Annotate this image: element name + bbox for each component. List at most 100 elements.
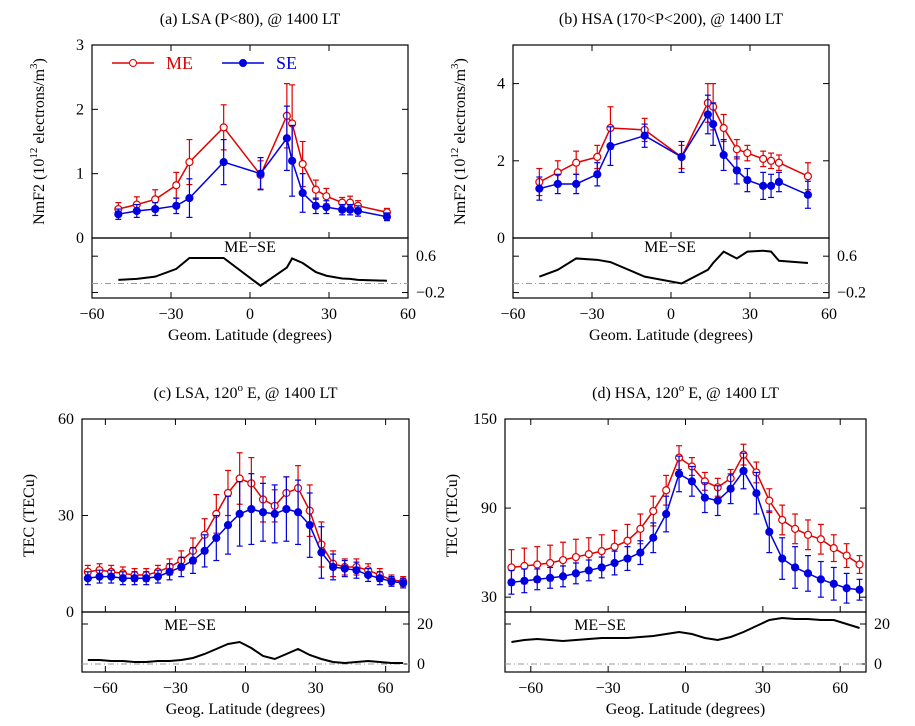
marker — [597, 547, 606, 556]
difference-line — [87, 640, 404, 665]
marker — [114, 210, 123, 219]
marker — [662, 509, 671, 519]
series-line — [87, 477, 404, 583]
x-tick-label: 60 — [400, 306, 416, 323]
marker — [288, 156, 297, 165]
superscript: 12 — [28, 148, 40, 159]
marker — [151, 204, 160, 214]
text-part: ) — [31, 58, 48, 63]
marker — [584, 566, 593, 575]
marker — [584, 549, 593, 559]
marker — [338, 205, 347, 214]
marker — [732, 145, 741, 154]
marker — [235, 474, 244, 483]
marker — [352, 566, 361, 575]
marker — [766, 156, 776, 165]
marker — [165, 567, 174, 576]
marker — [674, 469, 684, 479]
marker — [546, 558, 555, 568]
marker — [743, 148, 752, 158]
marker — [593, 170, 602, 179]
y-tick-label: 60 — [58, 411, 74, 428]
marker — [571, 552, 581, 562]
inset-label: ME−SE — [644, 239, 696, 256]
marker — [842, 551, 851, 560]
marker — [743, 176, 752, 185]
marker — [803, 190, 813, 199]
marker — [606, 142, 615, 151]
series-line — [511, 469, 860, 591]
marker — [298, 159, 307, 169]
x-tick-label: −30 — [163, 680, 188, 697]
inset-y-tick-label: 0 — [874, 656, 882, 673]
series-line — [118, 136, 388, 218]
x-tick-label: 0 — [667, 306, 675, 323]
marker — [130, 574, 139, 583]
superscript: o — [237, 382, 243, 394]
marker — [816, 535, 825, 544]
marker — [803, 172, 813, 181]
marker — [765, 496, 774, 505]
text-part: E, @ 1400 LT — [243, 385, 338, 402]
marker — [223, 488, 233, 498]
marker — [382, 212, 392, 221]
marker — [636, 524, 645, 533]
x-tick-label: −60 — [518, 680, 543, 697]
marker — [842, 584, 851, 593]
inset-y-tick-label: 0 — [417, 656, 425, 673]
superscript: o — [679, 382, 685, 394]
series-line — [511, 453, 860, 569]
y-tick-label: 90 — [481, 500, 497, 517]
x-tick-label: −30 — [158, 306, 183, 323]
marker — [270, 509, 279, 518]
marker — [816, 575, 825, 584]
x-tick-label: 30 — [742, 306, 758, 323]
marker — [649, 533, 658, 542]
superscript: 3 — [28, 63, 40, 69]
marker — [593, 152, 602, 162]
text-part: NmF2 (10 — [452, 159, 469, 225]
legend-marker — [129, 59, 137, 67]
y-axis-label: TEC (TECu) — [21, 474, 38, 557]
marker — [546, 573, 555, 582]
marker — [219, 123, 228, 132]
marker — [719, 150, 728, 160]
y-tick-label: 2 — [76, 101, 84, 118]
marker — [142, 574, 151, 583]
x-axis-label: Geog. Latitude (degrees) — [166, 701, 325, 718]
marker — [188, 556, 198, 565]
marker — [829, 579, 838, 588]
y-tick-label: 0 — [66, 604, 74, 621]
x-tick-label: 30 — [321, 306, 337, 323]
marker — [118, 574, 127, 583]
y-tick-label: 0 — [76, 230, 84, 247]
superscript: 12 — [449, 148, 461, 159]
series-line — [87, 508, 404, 584]
marker — [558, 572, 568, 581]
marker — [662, 486, 671, 495]
inset-frame — [504, 611, 867, 673]
x-tick-label: −30 — [596, 680, 621, 697]
marker — [610, 558, 619, 568]
marker — [328, 562, 338, 572]
marker — [185, 157, 194, 167]
text-part: electrons/m — [452, 68, 469, 147]
marker — [533, 560, 542, 569]
marker — [726, 484, 735, 493]
marker — [340, 564, 349, 573]
marker — [778, 554, 787, 563]
marker — [235, 509, 244, 518]
marker — [719, 123, 728, 133]
inset-label: ME−SE — [164, 617, 216, 634]
y-tick-label: 30 — [481, 589, 497, 606]
marker — [293, 508, 303, 517]
x-tick-label: 0 — [246, 306, 254, 323]
marker — [558, 555, 568, 565]
marker — [95, 572, 104, 581]
legend-label: SE — [276, 53, 297, 73]
marker — [507, 578, 516, 587]
legend-label: ME — [166, 53, 193, 73]
marker — [778, 515, 787, 525]
y-axis-label: NmF2 (1012 electrons/m3) — [449, 58, 469, 225]
marker — [247, 504, 256, 514]
